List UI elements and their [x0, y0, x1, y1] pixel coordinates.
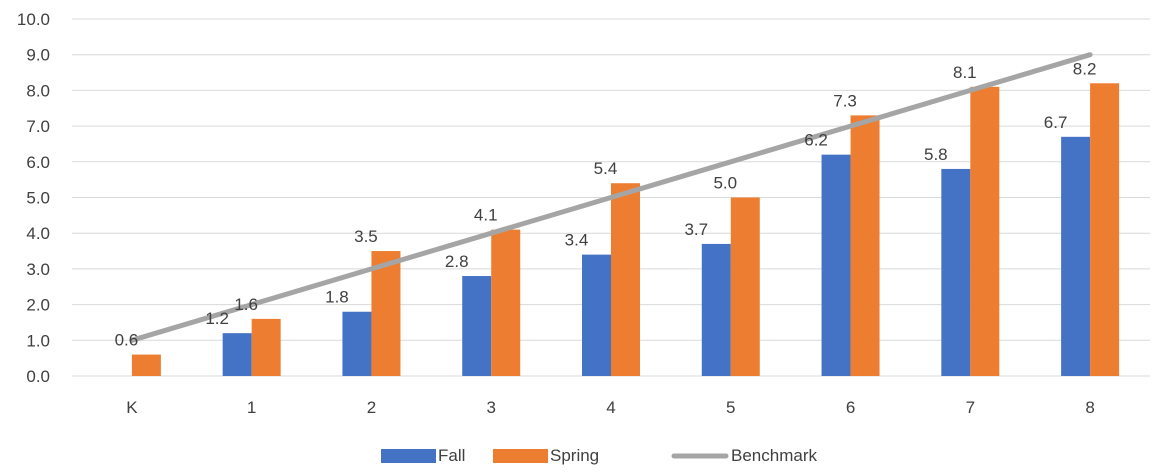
bar-spring — [970, 86, 1000, 376]
data-label-fall: 3.4 — [565, 231, 589, 250]
bar-fall — [462, 276, 492, 376]
data-label-spring: 1.6 — [234, 295, 258, 314]
bar-fall — [821, 154, 851, 376]
data-label-fall: 3.7 — [684, 220, 708, 239]
data-label-spring: 0.6 — [115, 331, 139, 350]
y-tick-label: 9.0 — [26, 46, 50, 65]
y-tick-label: 6.0 — [26, 153, 50, 172]
bar-fall — [1061, 136, 1091, 376]
bar-spring — [850, 115, 880, 376]
x-tick-label: 1 — [247, 398, 256, 417]
data-label-spring: 7.3 — [833, 91, 857, 110]
bar-fall — [701, 243, 731, 376]
legend-label-spring: Spring — [550, 446, 599, 465]
bar-spring — [491, 229, 521, 376]
y-tick-label: 7.0 — [26, 117, 50, 136]
data-label-spring: 8.2 — [1073, 59, 1097, 78]
x-tick-label: 7 — [966, 398, 975, 417]
x-axis: K 1 2 3 4 5 6 7 8 — [126, 398, 1095, 417]
x-tick-label: K — [126, 398, 138, 417]
bar-spring — [611, 183, 640, 376]
x-tick-label: 8 — [1085, 398, 1094, 417]
y-tick-label: 1.0 — [26, 331, 50, 350]
y-tick-label: 8.0 — [26, 81, 50, 100]
data-label-spring: 3.5 — [354, 227, 378, 246]
legend-swatch-spring — [493, 449, 548, 463]
data-label-spring: 5.0 — [713, 174, 737, 193]
benchmark-line-group — [129, 52, 1093, 343]
data-label-fall: 2.8 — [445, 252, 469, 271]
bar-fall — [222, 333, 252, 376]
x-tick-label: 5 — [726, 398, 735, 417]
legend-label-fall: Fall — [438, 446, 465, 465]
x-tick-label: 2 — [367, 398, 376, 417]
x-tick-label: 3 — [486, 398, 495, 417]
y-tick-label: 4.0 — [26, 224, 50, 243]
bar-spring — [131, 354, 161, 376]
y-tick-label: 0.0 — [26, 367, 50, 386]
bar-spring — [730, 197, 760, 376]
legend: Fall Spring Benchmark — [381, 446, 817, 465]
y-tick-label: 3.0 — [26, 260, 50, 279]
y-axis: 0.0 1.0 2.0 3.0 4.0 5.0 6.0 7.0 8.0 9.0 10.0 — [17, 10, 50, 386]
y-tick-label: 10.0 — [17, 10, 50, 29]
x-tick-label: 6 — [846, 398, 855, 417]
benchmark-line — [129, 52, 1093, 343]
bar-fall — [582, 254, 611, 376]
data-label-fall: 1.8 — [325, 288, 349, 307]
legend-swatch-fall — [381, 449, 436, 463]
bar-fall — [342, 311, 372, 376]
y-tick-label: 2.0 — [26, 296, 50, 315]
y-tick-label: 5.0 — [26, 189, 50, 208]
bar-spring — [1090, 83, 1120, 376]
legend-label-benchmark: Benchmark — [731, 446, 817, 465]
data-label-fall: 6.7 — [1044, 113, 1068, 132]
bar-spring — [251, 318, 281, 376]
x-tick-label: 4 — [606, 398, 615, 417]
data-label-spring: 4.1 — [474, 206, 498, 225]
bar-fall — [941, 168, 971, 376]
data-label-spring: 8.1 — [953, 63, 977, 82]
data-label-fall: 5.8 — [924, 145, 948, 164]
data-label-spring: 5.4 — [594, 159, 618, 178]
data-labels: 1.2 1.8 2.8 3.4 3.7 6.2 5.8 6.7 0.6 1.6 3.5 4.1 5.4 5… — [115, 59, 1097, 349]
bars — [131, 83, 1120, 376]
data-label-fall: 6.2 — [804, 131, 828, 150]
data-label-fall: 1.2 — [205, 309, 229, 328]
bar-spring — [371, 251, 401, 376]
